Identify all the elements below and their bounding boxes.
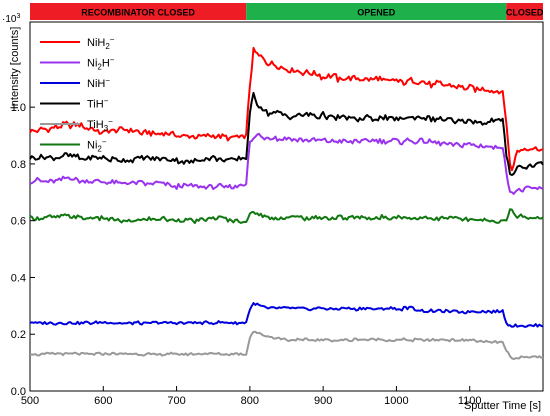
y-axis-multiplier: ·103 bbox=[2, 13, 20, 25]
y-tick-label: 0.0 bbox=[11, 386, 26, 398]
y-tick-label: 0.4 bbox=[11, 272, 26, 284]
plot-area bbox=[29, 21, 544, 392]
legend-label: Ni2H− bbox=[87, 56, 115, 72]
phase-bar: RECOMBINATOR CLOSED OPENED CLOSED bbox=[30, 3, 544, 20]
legend-label: TiH3− bbox=[87, 117, 113, 133]
phase-segment-0 bbox=[30, 3, 247, 20]
phase-label-0: RECOMBINATOR CLOSED bbox=[81, 8, 195, 18]
series-line-0 bbox=[29, 46, 544, 172]
phase-segment-2 bbox=[506, 3, 543, 20]
x-tick-label: 900 bbox=[314, 395, 332, 407]
x-tick-label: 800 bbox=[241, 395, 259, 407]
x-tick-label: 500 bbox=[21, 395, 39, 407]
x-tick-label: 700 bbox=[167, 395, 185, 407]
series-line-2 bbox=[29, 302, 544, 328]
plot-border bbox=[29, 21, 544, 392]
axes: 500 600 700 800 900 1000 1100 0.0 0.2 0.4 0.6 0.8 1.… bbox=[11, 102, 482, 407]
x-tick-label: 600 bbox=[94, 395, 112, 407]
y-tick-label: 0.8 bbox=[11, 159, 26, 171]
x-tick-label: 1000 bbox=[384, 395, 408, 407]
legend-label: NiH2− bbox=[87, 35, 115, 51]
series-line-1 bbox=[29, 132, 544, 195]
series-line-5 bbox=[29, 208, 544, 224]
legend-label: NiH− bbox=[87, 76, 110, 90]
y-axis-multiplier-exponent: 3 bbox=[16, 13, 20, 20]
series-layer bbox=[29, 46, 544, 361]
series-line-3 bbox=[29, 91, 544, 176]
y-axis-multiplier-base: ·10 bbox=[2, 14, 17, 25]
series-line-4 bbox=[29, 330, 544, 361]
y-tick-label: 1.0 bbox=[11, 102, 26, 114]
x-axis-label: Sputter Time [s] bbox=[464, 400, 541, 412]
phase-label-2: CLOSED bbox=[506, 8, 544, 18]
y-tick-label: 0.2 bbox=[11, 329, 26, 341]
y-axis-label: Intensity [counts] bbox=[9, 27, 21, 110]
phase-label-1: OPENED bbox=[357, 8, 396, 18]
legend: NiH2− Ni2H− NiH− TiH− TiH3− Ni2− bbox=[40, 35, 115, 154]
phase-segment-1 bbox=[246, 3, 507, 20]
x-tick-label: 1100 bbox=[458, 395, 482, 407]
y-tick-label: 0.6 bbox=[11, 216, 26, 228]
legend-label: TiH− bbox=[87, 97, 109, 111]
legend-label: Ni2− bbox=[87, 138, 107, 154]
